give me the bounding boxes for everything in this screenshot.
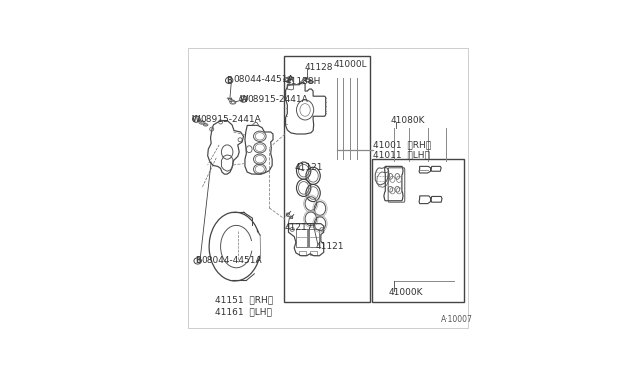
Text: 08915-2441A: 08915-2441A [200, 115, 261, 124]
Text: 41011  （LH）: 41011 （LH） [373, 150, 430, 160]
Text: 08044-4451A: 08044-4451A [234, 75, 294, 84]
Bar [296, 230, 308, 247]
Bar [284, 56, 369, 302]
Text: 41138H: 41138H [285, 77, 321, 86]
Text: B: B [195, 256, 200, 265]
Text: 41217: 41217 [284, 224, 313, 232]
Text: 41151  （RH）: 41151 （RH） [215, 296, 273, 305]
Text: A·10007: A·10007 [441, 315, 473, 324]
Text: 08915-2441A: 08915-2441A [247, 94, 308, 103]
Text: 41161  （LH）: 41161 （LH） [215, 307, 272, 316]
Text: 41128: 41128 [305, 63, 333, 72]
Text: W: W [192, 115, 200, 124]
Text: 41121: 41121 [294, 163, 323, 172]
Text: 41121: 41121 [315, 242, 344, 251]
Bar [309, 230, 319, 247]
Bar [299, 251, 306, 255]
Text: 41000K: 41000K [388, 288, 422, 297]
Bar [310, 251, 317, 255]
Text: 41001  （RH）: 41001 （RH） [373, 140, 431, 150]
Text: 41000L: 41000L [333, 60, 367, 69]
Text: W: W [239, 94, 248, 103]
Text: 08044-4451A: 08044-4451A [202, 256, 262, 265]
Bar [372, 159, 464, 302]
Text: 41080K: 41080K [391, 116, 426, 125]
Text: B: B [227, 76, 232, 85]
